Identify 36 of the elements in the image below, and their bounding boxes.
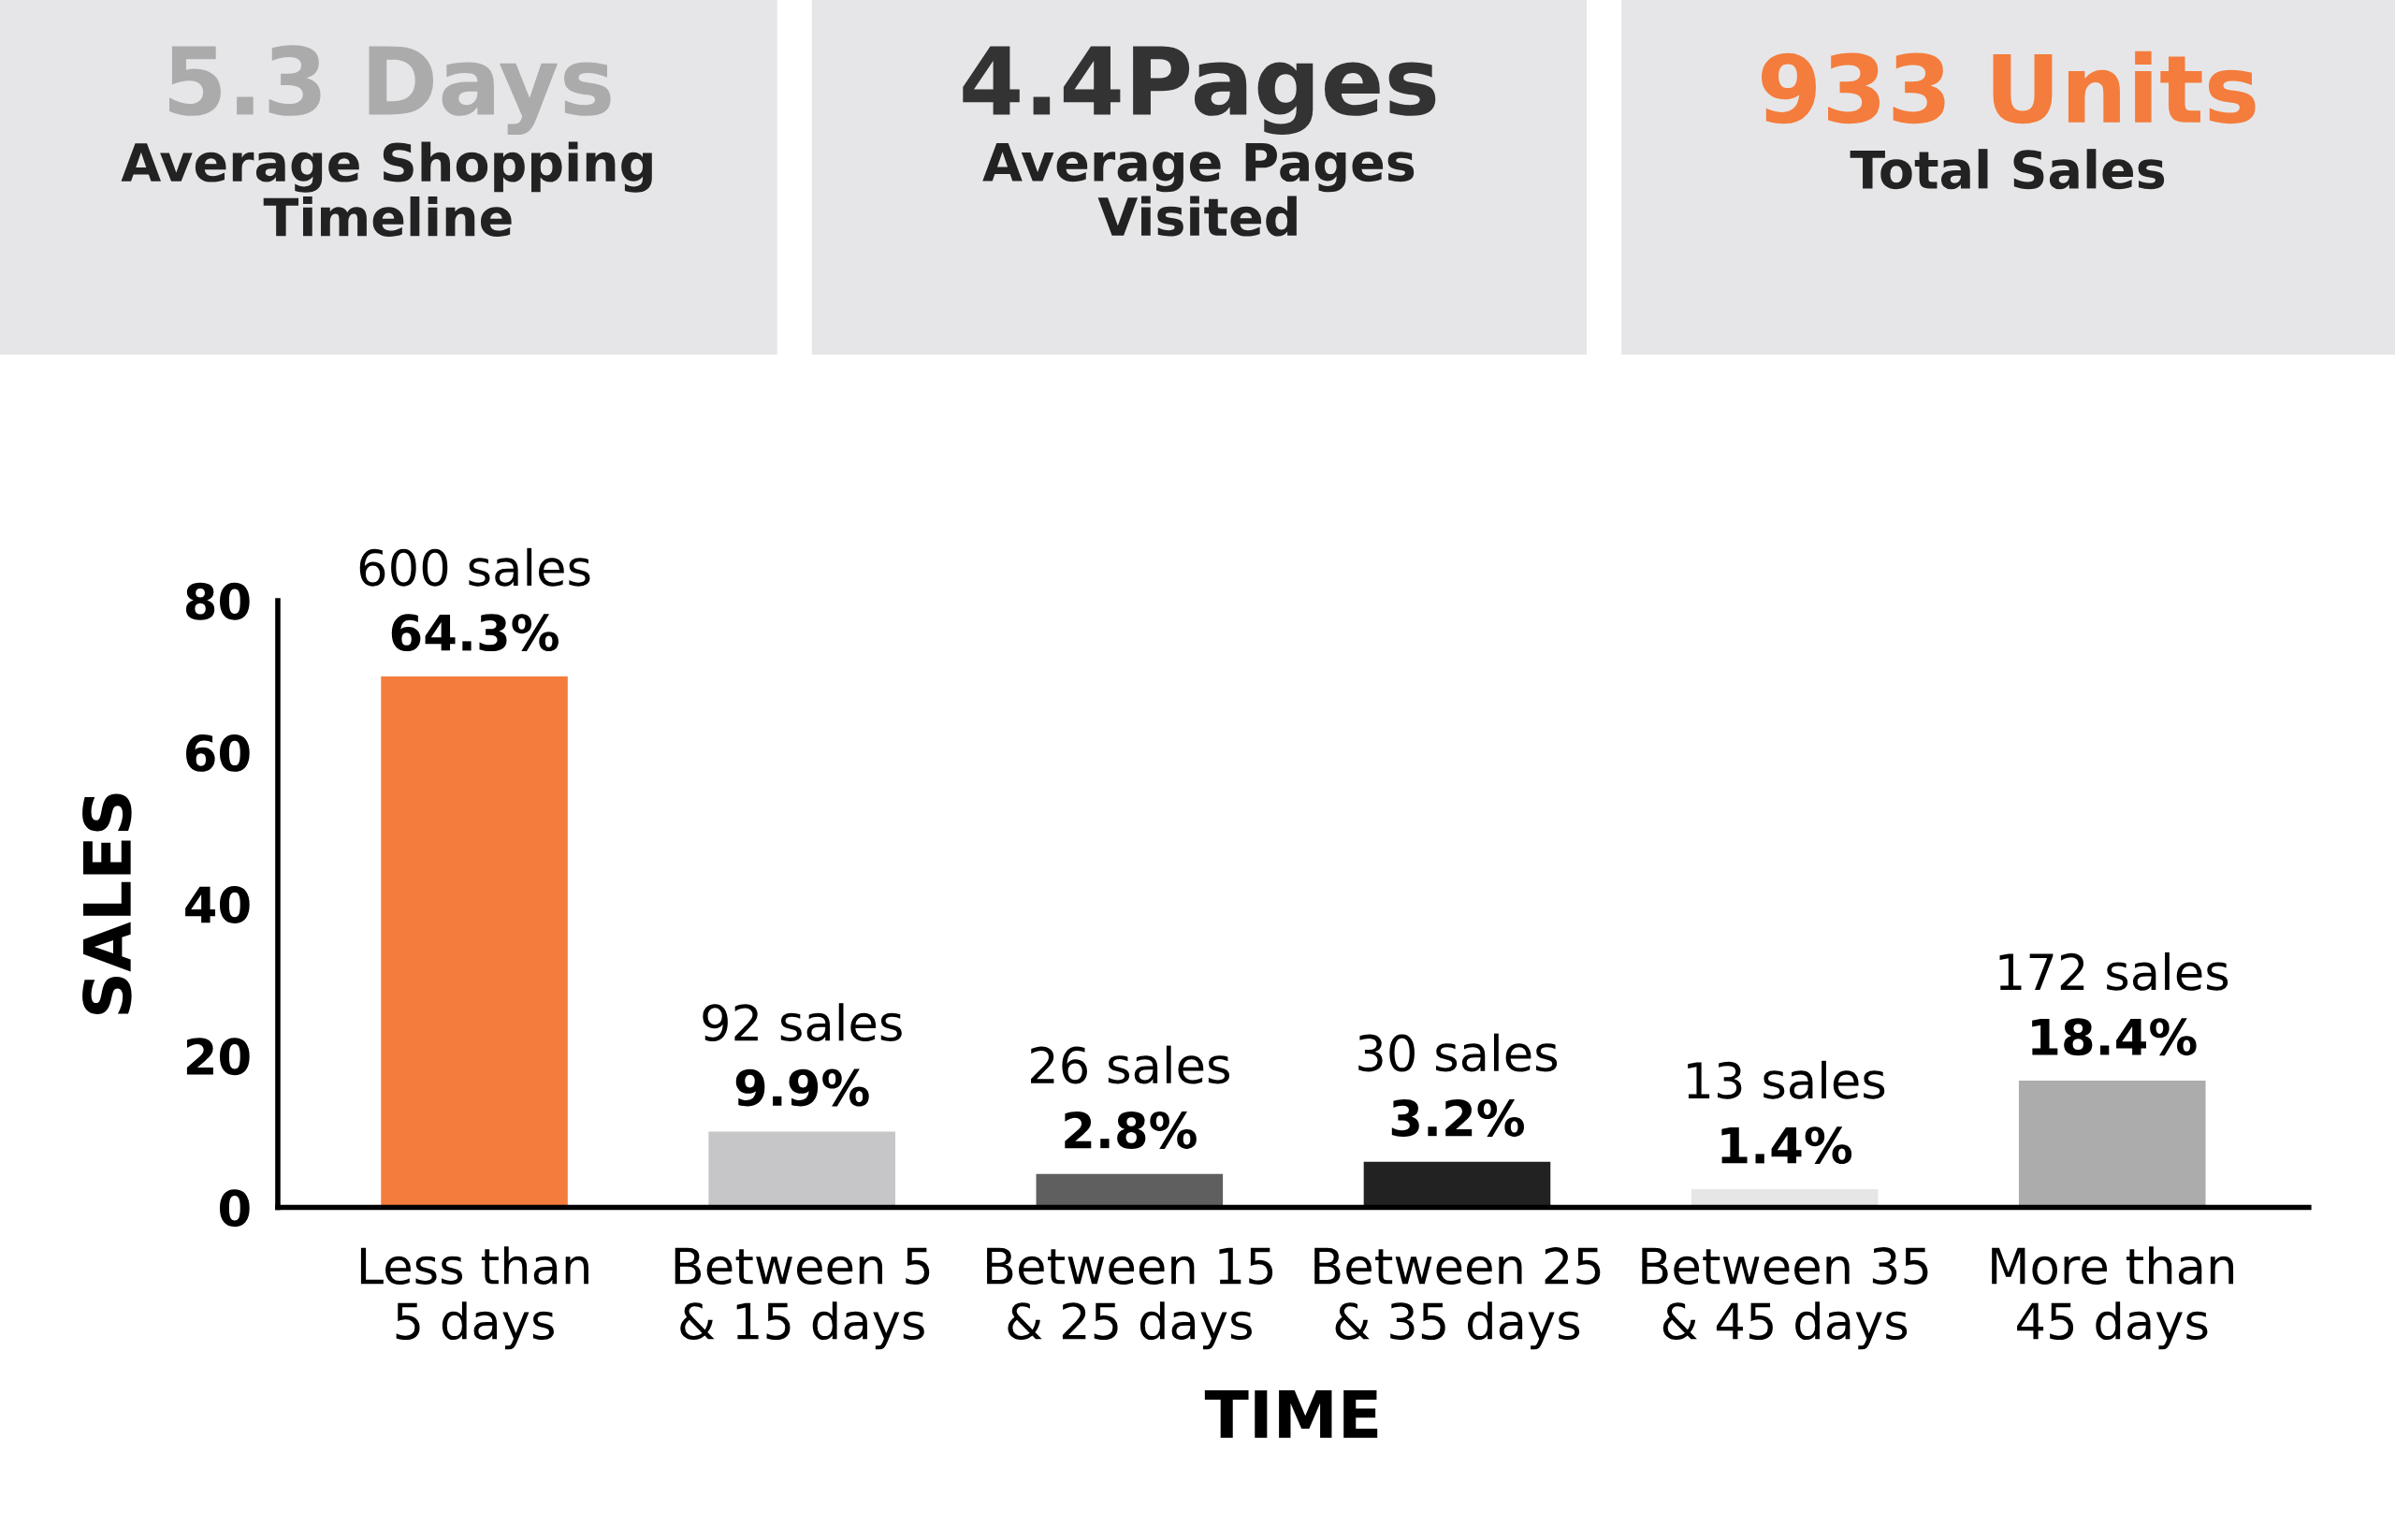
annotation: 600 sales bbox=[359, 547, 590, 587]
bar bbox=[708, 1131, 895, 1208]
annotation: 92 sales bbox=[703, 1003, 902, 1042]
bar bbox=[2018, 1081, 2206, 1208]
annotation: 26 sales bbox=[1031, 1045, 1229, 1084]
y-tick-label: 60 bbox=[186, 734, 250, 772]
y-tick-label: 80 bbox=[185, 582, 250, 620]
annotation: 64.3% bbox=[391, 614, 559, 652]
annotation: 30 sales bbox=[1358, 1033, 1558, 1072]
x-tick-label: Between 35 & 45 days bbox=[1642, 1247, 1928, 1350]
annotation: 1.4% bbox=[1721, 1126, 1852, 1165]
text: Total Sales bbox=[1850, 149, 2165, 190]
x-tick-label: Between 25 & 35 days bbox=[1314, 1247, 1601, 1350]
annotation: 18.4% bbox=[2032, 1018, 2197, 1056]
y-tick-label: 40 bbox=[185, 886, 250, 923]
text: Average Pages Visited bbox=[982, 142, 1415, 237]
text: 5.3 Days bbox=[169, 45, 611, 136]
y-axis-title: SALES bbox=[82, 793, 132, 1014]
text: 933 Units bbox=[1761, 51, 2256, 124]
annotation: 2.8% bbox=[1065, 1111, 1197, 1149]
y-tick-label: 0 bbox=[219, 1189, 250, 1228]
y-tick-label: 20 bbox=[186, 1038, 250, 1076]
x-tick-label: Less than 5 days bbox=[360, 1246, 588, 1350]
annotation: 172 sales bbox=[1999, 952, 2228, 991]
annotation: 9.9% bbox=[735, 1068, 869, 1107]
x-tick-label: More than 45 days bbox=[1992, 1246, 2234, 1350]
x-axis-title: TIME bbox=[1204, 1390, 1378, 1438]
text: Average Shopping Timeline bbox=[121, 141, 652, 238]
x-tick-label: Between 15 & 25 days bbox=[987, 1247, 1273, 1350]
text: 4.4Pages bbox=[963, 46, 1436, 136]
bar bbox=[1036, 1173, 1224, 1208]
annotation: 3.2% bbox=[1391, 1099, 1524, 1137]
x-tick-label: Between 5 & 15 days bbox=[675, 1247, 930, 1350]
annotation: 13 sales bbox=[1688, 1060, 1885, 1099]
bar bbox=[381, 676, 568, 1208]
bar bbox=[1363, 1161, 1551, 1208]
